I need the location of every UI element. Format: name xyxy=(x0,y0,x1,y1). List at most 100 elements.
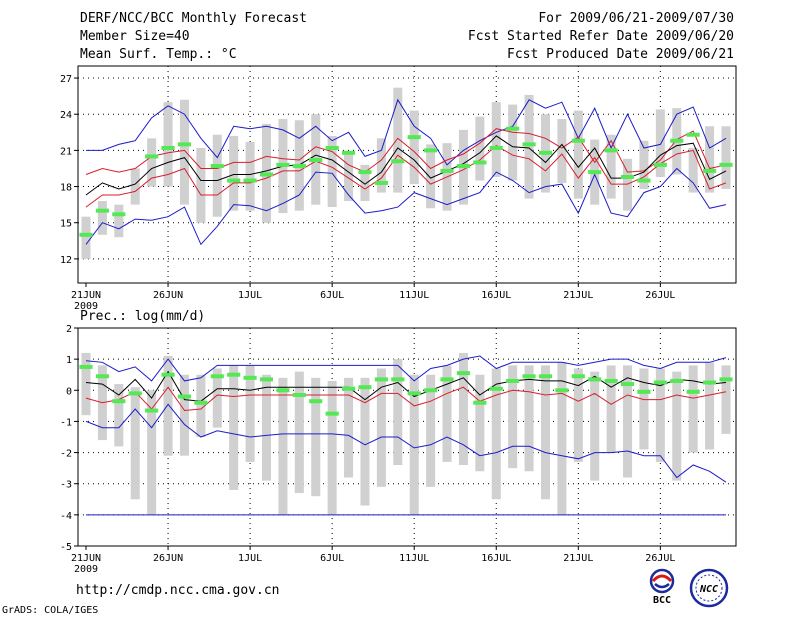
precipitation-xtick-label: 21JUN xyxy=(71,553,101,564)
precipitation-ensemble-bar xyxy=(114,384,124,447)
temperature-min-line xyxy=(85,167,727,246)
precipitation-xtick-label: 16JUL xyxy=(481,553,511,564)
temperature-observed-marker xyxy=(342,150,356,155)
precipitation-observed-marker xyxy=(719,377,733,382)
precipitation-observed-marker xyxy=(620,382,635,387)
precipitation-observed-marker xyxy=(588,377,602,382)
precipitation-observed-marker xyxy=(637,389,651,394)
precipitation-observed-marker xyxy=(194,400,208,405)
temperature-ensemble-bar xyxy=(623,158,633,211)
precipitation-mean-line xyxy=(85,370,727,402)
temperature-ensemble-bar xyxy=(179,99,189,205)
temperature-observed-marker xyxy=(489,145,503,150)
temperature-ytick-label: 15 xyxy=(60,219,72,230)
precipitation-ensemble-bar xyxy=(475,374,485,472)
bcc-logo-text: BCC xyxy=(653,595,671,606)
temperature-observed-marker xyxy=(112,212,126,217)
precipitation-ytick-label: -1 xyxy=(60,417,72,428)
precipitation-observed-marker xyxy=(325,411,339,416)
precipitation-ensemble-bar xyxy=(409,374,419,515)
precipitation-observed-marker xyxy=(407,391,421,396)
temperature-observed-marker xyxy=(243,178,257,183)
precipitation-xtick-label: 11JUL xyxy=(399,553,429,564)
temperature-ensemble-bar xyxy=(524,94,534,199)
precipitation-ensemble-bar xyxy=(426,374,436,487)
temperature-observed-marker xyxy=(719,162,733,167)
precipitation-ensemble-bar xyxy=(278,377,288,515)
precipitation-ensemble-bar xyxy=(393,359,403,466)
temperature-max-line xyxy=(86,98,727,166)
precipitation-ensemble-bar xyxy=(721,365,731,434)
precipitation-observed-marker xyxy=(456,371,470,376)
precipitation-ensemble-bar xyxy=(147,390,157,515)
precipitation-xtick-label: 6JUL xyxy=(320,553,344,564)
temperature-ensemble-bar xyxy=(360,164,370,202)
temperature-observed-marker xyxy=(95,208,109,213)
precipitation-ensemble-bar xyxy=(360,377,370,506)
precipitation-observed-marker xyxy=(374,377,388,382)
precipitation-observed-marker xyxy=(473,400,487,405)
temperature-ensemble-bar xyxy=(655,109,665,177)
precipitation-ytick-label: 1 xyxy=(66,355,72,366)
precipitation-frame xyxy=(77,327,737,547)
precipitation-ytick-label: -2 xyxy=(60,449,72,460)
precipitation-ensemble-bar xyxy=(491,368,501,500)
temperature-observed-marker xyxy=(259,172,274,177)
precip-panel-title: Prec.: log(mm/d) xyxy=(80,309,206,324)
temperature-xtick-label: 26JUL xyxy=(645,290,675,301)
temperature-observed-marker xyxy=(161,145,175,150)
forecast-period: For 2009/06/21-2009/07/30 xyxy=(538,11,734,26)
precipitation-observed-marker xyxy=(95,374,109,379)
temperature-xtick-label: 26JUN xyxy=(153,290,183,301)
temperature-ensemble-bar xyxy=(376,138,386,193)
temperature-xtick-label: 11JUL xyxy=(399,290,429,301)
precipitation-ensemble-bar xyxy=(376,368,386,487)
temperature-ensemble-bar xyxy=(114,204,124,238)
precipitation-observed-marker xyxy=(686,389,700,394)
temperature-ensemble-bar xyxy=(81,216,91,259)
temperature-ensemble-bar xyxy=(163,102,173,187)
temperature-observed-marker xyxy=(522,142,536,147)
precipitation-observed-marker xyxy=(145,408,159,413)
temperature-ensemble-bar xyxy=(606,134,616,199)
temperature-observed-marker xyxy=(309,158,323,163)
precipitation-observed-marker xyxy=(538,374,553,379)
precipitation-ensemble-bar xyxy=(179,374,189,456)
precipitation-xtick-label: 1JUL xyxy=(238,553,262,564)
temperature-observed-marker xyxy=(571,138,585,143)
temperature-observed-marker xyxy=(670,138,684,143)
temperature-year-label: 2009 xyxy=(74,301,98,312)
temperature-observed-marker xyxy=(407,135,421,140)
temperature-ensemble-bar xyxy=(573,110,583,199)
precipitation-ytick-label: -4 xyxy=(60,511,72,522)
temperature-observed-marker xyxy=(145,154,159,159)
precipitation-ensemble-bar xyxy=(442,365,452,462)
temperature-frame xyxy=(77,65,737,284)
precipitation-ytick-label: 2 xyxy=(66,324,72,335)
precipitation-ensemble-bar xyxy=(672,371,682,481)
precipitation-observed-marker xyxy=(670,378,684,383)
temperature-xtick-label: 16JUL xyxy=(481,290,511,301)
bcc-logo: BCC xyxy=(649,568,675,606)
precipitation-ensemble-bar xyxy=(327,380,337,515)
temperature-ensemble-bar xyxy=(344,152,354,202)
precipitation-ensemble-bar xyxy=(130,387,140,500)
precipitation-ensemble-bar xyxy=(688,365,698,453)
precipitation-observed-marker xyxy=(604,378,618,383)
precipitation-ensemble-bar xyxy=(508,365,518,469)
temperature-observed-marker xyxy=(358,170,372,175)
temperature-observed-marker xyxy=(653,162,667,167)
temperature-observed-marker xyxy=(440,168,454,173)
precipitation-ytick-label: -5 xyxy=(60,542,72,553)
source-url[interactable]: http://cmdp.ncc.cma.gov.cn xyxy=(76,583,280,598)
precipitation-observed-marker xyxy=(128,391,142,396)
precipitation-observed-marker xyxy=(342,386,356,391)
precipitation-ensemble-bar xyxy=(623,365,633,478)
temperature-observed-marker xyxy=(292,164,306,169)
member-size-label: Member Size=40 xyxy=(80,29,190,44)
temperature-observed-marker xyxy=(424,148,438,153)
temperature-observed-marker xyxy=(177,142,192,147)
temperature-observed-marker xyxy=(620,174,635,179)
precipitation-observed-marker xyxy=(227,372,241,377)
temperature-ensemble-bar xyxy=(196,147,206,223)
